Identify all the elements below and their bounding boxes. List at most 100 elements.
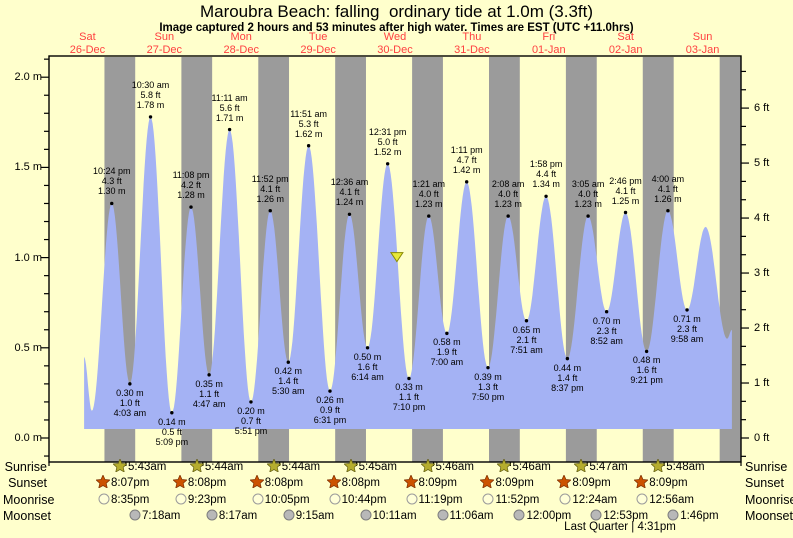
- tide-extreme-dot: [365, 346, 370, 350]
- astro-moonrise-time: 10:44pm: [341, 494, 387, 506]
- y-axis-label-right: 3 ft: [754, 267, 770, 280]
- astro-moonset-entry: 8:17am: [206, 508, 257, 524]
- tide-extreme-dot: [110, 201, 114, 206]
- astro-moonrise-entry: 10:44pm: [329, 492, 387, 508]
- tide-high-label: 10:30 am 5.8 ft 1.78 m: [131, 79, 170, 110]
- moonrise-moon-icon: [329, 493, 342, 508]
- astro-sunrise-time: 5:47am: [589, 461, 628, 473]
- day-label: Fri 01-Jan: [531, 31, 566, 56]
- astro-sunset-time: 8:08pm: [187, 477, 227, 489]
- astro-moonset-time: 10:11am: [372, 510, 417, 522]
- astro-sunrise-time: 5:45am: [358, 461, 398, 473]
- astro-sunset-time: 8:07pm: [111, 477, 150, 489]
- astro-sunrise-time: 5:46am: [512, 461, 551, 473]
- y-axis-label-right: 2 ft: [754, 322, 770, 335]
- moonset-moon-icon: [513, 509, 526, 524]
- astro-moonset-time: 11:06am: [449, 510, 494, 522]
- astro-sunrise-time: 5:44am: [204, 461, 244, 473]
- moonset-moon-icon: [590, 509, 603, 524]
- astro-moonrise-entry: 8:35pm: [98, 492, 149, 508]
- tide-high-label: 10:24 pm 4.3 ft 1.30 m: [92, 166, 131, 197]
- astro-sunrise-entry: 5:48am: [650, 458, 705, 475]
- y-axis-label-right: 4 ft: [754, 212, 770, 225]
- astro-moonset-time: 12:00pm: [526, 510, 572, 522]
- tide-extreme-dot: [506, 214, 510, 218]
- tide-extreme-dot: [170, 411, 174, 415]
- astro-moonrise-entry: 9:23pm: [175, 492, 226, 508]
- astro-sunrise-entry: 5:46am: [496, 458, 551, 475]
- astro-row-label-left: Sunrise: [4, 460, 47, 474]
- tide-high-label: 12:31 pm 5.0 ft 1.52 m: [368, 126, 407, 157]
- tide-extreme-dot: [445, 331, 449, 336]
- astro-moonrise-entry: 10:05pm: [252, 492, 310, 508]
- moonset-moon-icon: [129, 509, 142, 524]
- moonrise-moon-icon: [636, 493, 649, 508]
- tide-extreme-dot: [306, 144, 311, 148]
- sunset-star-icon: [556, 474, 572, 491]
- astro-row-label-left: Sunset: [8, 476, 47, 490]
- astro-moonrise-time: 10:05pm: [264, 494, 310, 506]
- tide-extreme-dot: [347, 212, 352, 217]
- moonrise-moon-icon: [559, 493, 572, 508]
- day-label: Thu 31-Dec: [454, 31, 490, 56]
- y-axis-label-right: 6 ft: [754, 102, 770, 115]
- astro-moonset-time: 9:15am: [295, 510, 335, 522]
- tide-low-label: 0.26 m 0.9 ft 6:31 pm: [313, 395, 347, 426]
- astro-moonset-entry: 12:00pm: [513, 508, 571, 524]
- sunset-star-icon: [249, 474, 265, 491]
- day-label: Sun 27-Dec: [146, 31, 183, 56]
- tide-high-label: 2:08 am 4.0 ft 1.23 m: [491, 179, 525, 210]
- tide-high-label: 11:08 pm 4.2 ft 1.28 m: [172, 170, 210, 201]
- astro-moonset-time: 8:17am: [218, 510, 258, 522]
- astro-row-label-right: Moonrise: [745, 493, 793, 507]
- tide-high-label: 2:46 pm 4.1 ft 1.25 m: [609, 175, 642, 206]
- tide-extreme-dot: [128, 382, 132, 386]
- astro-sunrise-entry: 5:44am: [266, 458, 321, 475]
- astro-sunrise-entry: 5:43am: [112, 458, 166, 475]
- astro-moonrise-time: 12:24am: [572, 494, 618, 506]
- tide-extreme-dot: [227, 127, 232, 132]
- tide-extreme-dot: [586, 214, 590, 218]
- astro-row-label-right: Sunrise: [745, 460, 788, 474]
- astro-sunrise-time: 5:44am: [281, 461, 321, 473]
- sunset-star-icon: [95, 474, 111, 491]
- astro-sunset-entry: 8:09pm: [479, 474, 534, 491]
- tide-extreme-dot: [623, 210, 628, 215]
- tide-low-label: 0.20 m 0.7 ft 5:51 pm: [234, 405, 268, 436]
- tide-extreme-dot: [464, 180, 469, 184]
- astro-sunset-time: 8:09pm: [418, 477, 457, 489]
- y-axis-label-left: 1.5 m: [14, 161, 42, 174]
- tide-extreme-dot: [565, 356, 570, 361]
- day-label: Sat 26-Dec: [69, 31, 106, 56]
- sunrise-star-icon: [112, 458, 128, 475]
- tide-low-label: 0.35 m 1.1 ft 4:47 am: [192, 378, 226, 409]
- tide-low-label: 0.14 m 0.5 ft 5:09 pm: [155, 416, 189, 447]
- moonset-moon-icon: [360, 509, 373, 524]
- sunset-star-icon: [326, 474, 342, 491]
- day-label: Tue 29-Dec: [300, 31, 336, 56]
- astro-sunset-time: 8:08pm: [264, 477, 304, 489]
- astro-sunrise-entry: 5:45am: [343, 458, 398, 475]
- moonrise-moon-icon: [252, 493, 265, 508]
- day-label: Sun 03-Jan: [685, 31, 720, 56]
- tide-low-label: 0.33 m 1.1 ft 7:10 pm: [392, 382, 426, 413]
- tide-extreme-dot: [385, 162, 390, 166]
- astro-sunset-time: 8:09pm: [572, 477, 611, 489]
- sunset-star-icon: [479, 474, 496, 491]
- tide-high-label: 11:11 am 5.6 ft 1.71 m: [211, 92, 248, 123]
- astro-moonrise-time: 8:35pm: [111, 494, 150, 506]
- moonrise-moon-icon: [98, 493, 111, 508]
- astro-moonset-entry: 1:46pm: [667, 508, 719, 524]
- sunrise-star-icon: [343, 458, 359, 475]
- astro-moonset-time: 7:18am: [142, 510, 181, 522]
- astro-sunrise-time: 5:46am: [435, 461, 474, 473]
- moonset-moon-icon: [437, 509, 450, 524]
- sunrise-star-icon: [650, 458, 666, 475]
- astro-moonrise-entry: 11:52pm: [482, 492, 539, 508]
- y-axis-label-left: 0.5 m: [14, 341, 42, 354]
- tide-extreme-dot: [427, 214, 431, 218]
- sunrise-star-icon: [573, 458, 589, 475]
- tide-high-label: 12:36 am 4.1 ft 1.24 m: [330, 177, 369, 208]
